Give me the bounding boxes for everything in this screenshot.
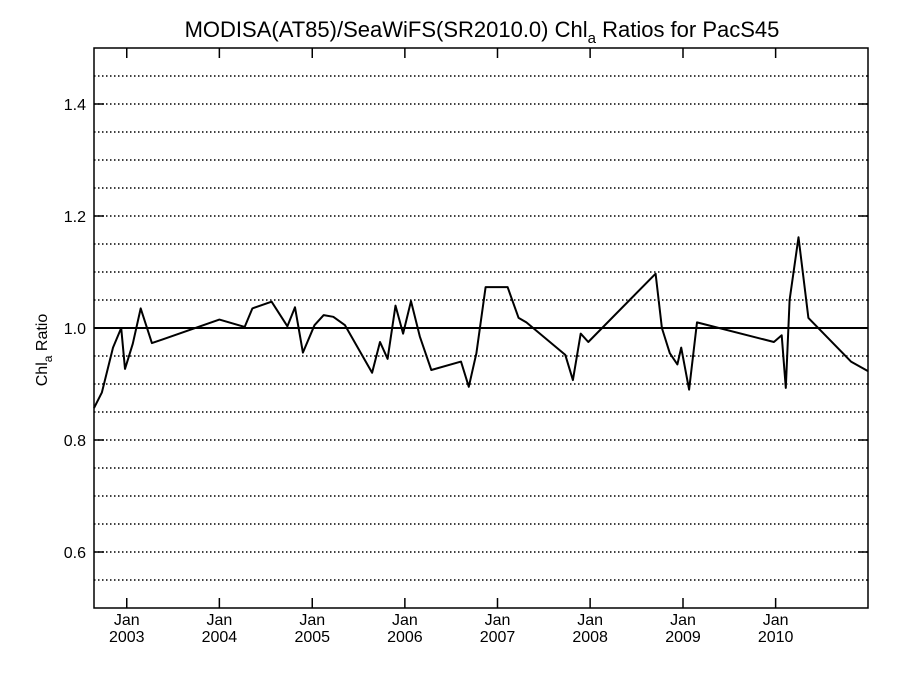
chart-title: MODISA(AT85)/SeaWiFS(SR2010.0) Chla Rati… [185,17,780,47]
y-tick-label: 1.0 [64,321,86,338]
y-axis-label-subscript: a [41,355,55,362]
grid-lines [94,75,868,581]
y-tick-label: 0.8 [64,433,86,450]
x-tick-label-year: 2006 [387,629,423,646]
x-tick-label-month: Jan [485,612,511,629]
x-tick-label-month: Jan [392,612,418,629]
x-tick-label-month: Jan [299,612,325,629]
x-tick-label-year: 2010 [758,629,794,646]
y-tick-label: 0.6 [64,545,86,562]
y-axis-label: Chla Ratio [34,314,55,387]
x-tick-label-year: 2005 [294,629,330,646]
x-axis-ticks: Jan2003Jan2004Jan2005Jan2006Jan2007Jan20… [109,48,794,646]
x-tick-label-month: Jan [577,612,603,629]
series-line [93,236,869,409]
x-tick-label-month: Jan [114,612,140,629]
y-tick-label: 1.4 [64,97,86,114]
x-tick-label-year: 2004 [202,629,238,646]
x-tick-label-month: Jan [763,612,789,629]
x-tick-label-year: 2007 [480,629,516,646]
x-tick-label-year: 2009 [665,629,701,646]
x-tick-label-year: 2008 [572,629,608,646]
x-tick-label-year: 2003 [109,629,145,646]
x-tick-label-month: Jan [206,612,232,629]
x-tick-label-month: Jan [670,612,696,629]
plot-area: 0.60.81.01.21.4 Jan2003Jan2004Jan2005Jan… [64,47,869,646]
chart-title-subscript: a [588,30,597,47]
y-tick-label: 1.2 [64,209,86,226]
y-axis-ticks: 0.6 0.8 1.0 1.2 1.4 [64,97,868,562]
